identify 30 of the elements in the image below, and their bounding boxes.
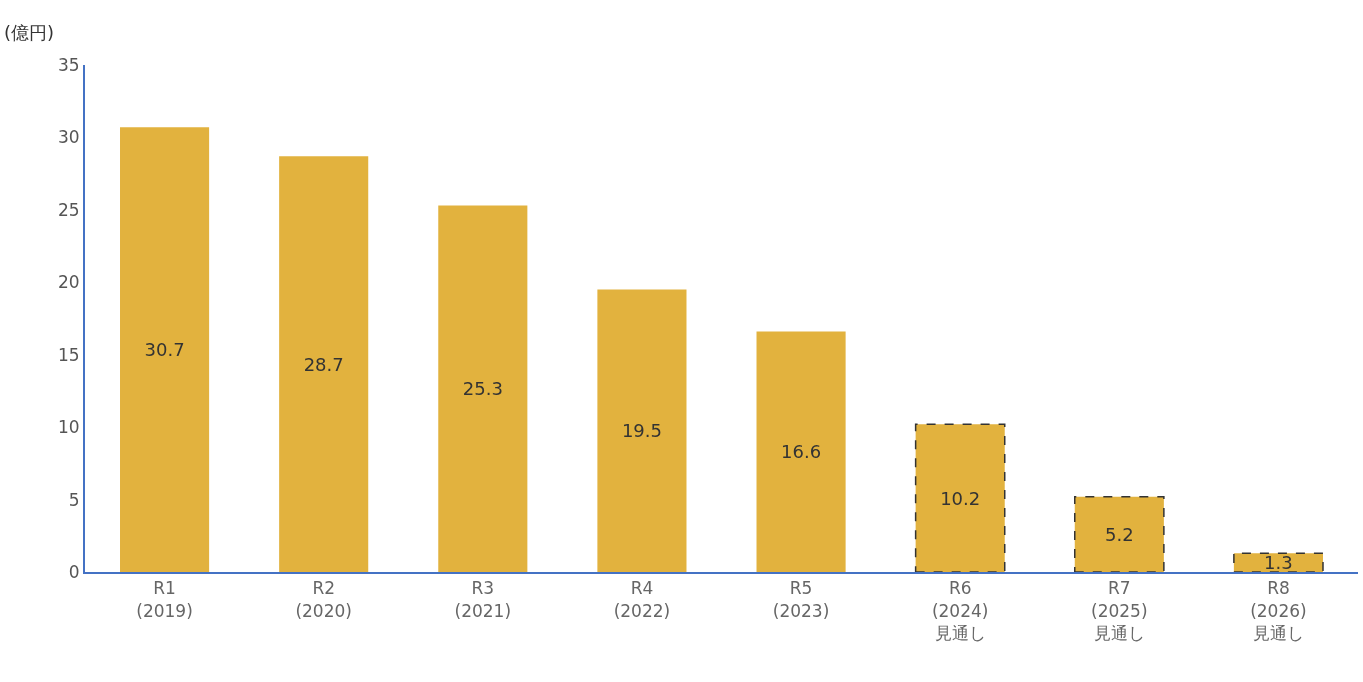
x-tick-label: R3 (2021) [454,578,512,621]
y-axis-title: (億円) [4,22,55,43]
bar [279,156,369,572]
y-tick-label: 15 [57,344,80,365]
x-tick-label: R1 (2019) [136,578,193,621]
data-label: 28.7 [303,353,344,375]
y-tick-label: 10 [57,417,80,438]
data-label: 5.2 [1104,523,1134,545]
data-label: 30.7 [144,339,185,361]
y-tick-label: 30 [57,127,80,148]
bar [120,127,210,572]
data-label: 10.2 [940,487,981,509]
bar [438,205,528,572]
y-tick-label: 25 [57,199,80,220]
y-tick-label: 20 [57,272,80,293]
data-label: 16.6 [781,441,822,463]
data-label: 19.5 [621,420,662,442]
x-tick-label: R4 (2022) [613,578,671,621]
bar [597,289,687,572]
data-label: 1.3 [1264,552,1293,574]
x-tick-label: R7 (2025) 見通し [1091,578,1148,643]
x-tick-label: R8 (2026) 見通し [1250,578,1307,643]
x-tick-label: R2 (2020) [295,578,352,621]
y-tick-label: 0 [68,561,80,582]
x-tick-label: R5 (2023) [772,578,830,621]
x-tick-label: R6 (2024) 見通し [931,578,989,643]
y-tick-label: 35 [57,54,80,75]
bar [756,331,846,572]
data-label: 25.3 [462,378,503,400]
y-tick-label: 5 [68,489,80,510]
